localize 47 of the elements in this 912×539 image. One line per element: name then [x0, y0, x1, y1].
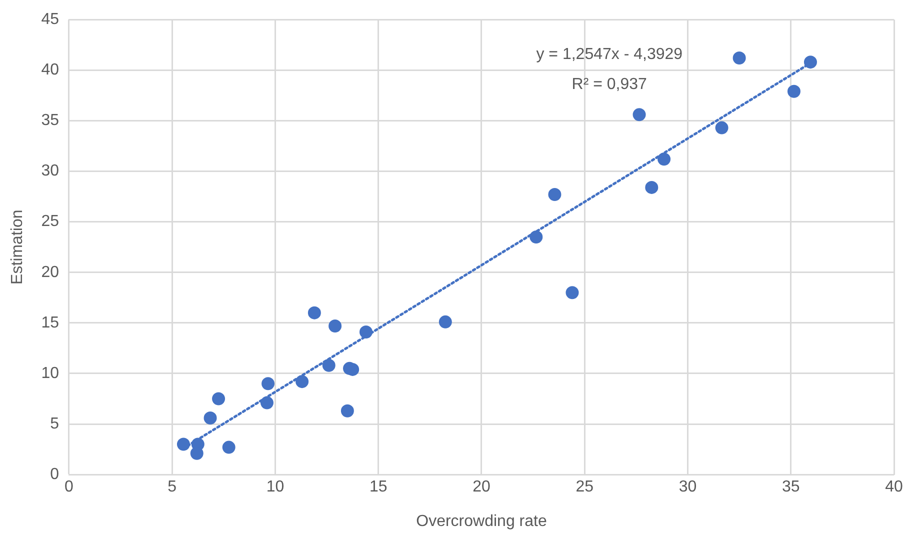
y-tick-label: 30	[41, 162, 60, 180]
point	[548, 188, 562, 202]
point	[715, 121, 728, 134]
point	[322, 358, 336, 372]
annotation: y = 1,2547x - 4,3929	[536, 46, 683, 64]
point	[296, 375, 309, 388]
x-tick-label: 30	[678, 478, 697, 496]
point	[176, 438, 190, 451]
x-tick-label: 15	[369, 478, 388, 496]
point	[222, 440, 236, 454]
point	[632, 108, 646, 122]
y-tick-label: 40	[41, 62, 60, 79]
point	[262, 377, 275, 390]
point	[328, 319, 342, 332]
y-tick-label: 20	[41, 264, 60, 281]
point	[204, 411, 217, 424]
annotation: R² = 0,937	[572, 76, 648, 94]
y-tick-label: 25	[41, 213, 60, 230]
point	[308, 306, 321, 320]
point	[658, 152, 671, 166]
point	[438, 315, 452, 328]
x-tick-label: 5	[168, 478, 177, 496]
x-tick-label: 25	[576, 478, 594, 496]
point	[787, 84, 800, 98]
point	[212, 392, 226, 406]
y-tick-label: 0	[50, 466, 60, 484]
point	[732, 52, 746, 65]
point	[645, 180, 658, 194]
y-tick-label: 10	[41, 364, 60, 382]
point	[566, 286, 579, 300]
x-axis-title: Overcrowding rate	[416, 512, 547, 530]
y-tick-label: 15	[41, 314, 60, 332]
point	[260, 396, 274, 410]
x-tick-label: 35	[782, 478, 800, 496]
y-axis-title: Estimation	[9, 210, 26, 284]
y-tick-label: 35	[41, 112, 60, 130]
x-tick-label: 10	[266, 478, 284, 496]
point	[360, 326, 372, 339]
point	[530, 230, 543, 244]
point	[190, 446, 204, 460]
y-tick-label: 5	[50, 415, 60, 432]
y-tick-label: 45	[41, 11, 60, 28]
x-tick-label: 40	[885, 478, 903, 496]
x-tick-label: 0	[64, 478, 74, 496]
point	[340, 404, 354, 418]
point	[804, 56, 817, 69]
x-tick-label: 20	[472, 478, 490, 496]
